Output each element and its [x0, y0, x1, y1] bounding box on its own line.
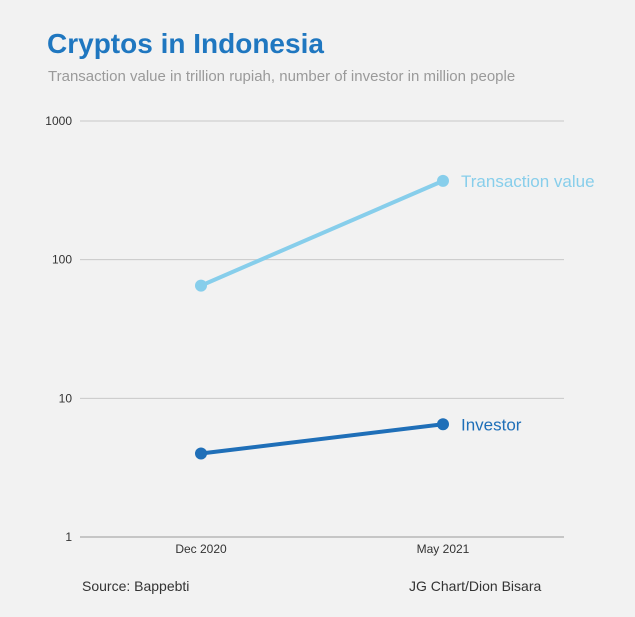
y-tick-label: 1000: [45, 114, 72, 128]
data-point: [437, 174, 449, 187]
x-tick-label: Dec 2020: [175, 542, 227, 556]
series-line-1: [199, 422, 445, 456]
chart-subtitle: Transaction value in trillion rupiah, nu…: [48, 68, 516, 85]
data-point: [437, 418, 449, 431]
data-point: [195, 447, 207, 460]
x-tick-label: May 2021: [417, 542, 470, 556]
series-line-0: [199, 178, 445, 288]
y-tick-label: 10: [59, 391, 73, 405]
series-label: Transaction value: [461, 172, 595, 191]
y-tick-label: 100: [52, 253, 72, 267]
source-note: Source: Bappebti: [82, 578, 190, 594]
chart-title: Cryptos in Indonesia: [47, 28, 324, 59]
series-label: Investor: [461, 415, 522, 434]
data-point: [195, 279, 207, 292]
credit-note: JG Chart/Dion Bisara: [409, 578, 542, 594]
y-tick-label: 1: [65, 530, 72, 544]
